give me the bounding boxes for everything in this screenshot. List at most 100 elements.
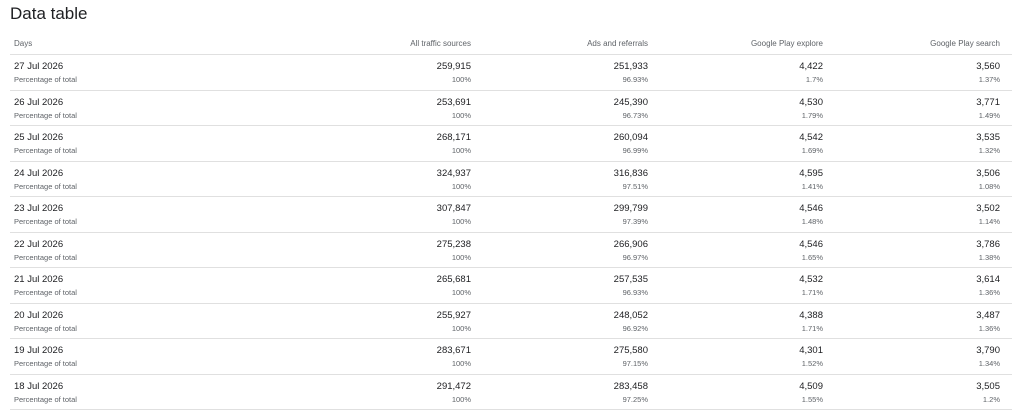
day: 26 Jul 2026 xyxy=(14,96,64,108)
value: 283,671 xyxy=(436,345,471,356)
day: 19 Jul 2026 xyxy=(14,345,64,356)
value: 3,506 xyxy=(976,167,1000,179)
percentage: 96.93% xyxy=(622,75,648,84)
value-cell: 4,546 1.65% xyxy=(654,233,829,268)
percentage: 97.25% xyxy=(622,394,648,404)
value-cell: 324,937 100% xyxy=(210,162,477,197)
value-cell: 4,301 1.52% xyxy=(654,339,829,374)
value: 248,052 xyxy=(613,309,648,321)
value: 255,927 xyxy=(436,309,471,321)
value: 4,532 xyxy=(799,274,823,285)
day-cell: 18 Jul 2026 Percentage of total xyxy=(10,375,210,410)
day: 18 Jul 2026 xyxy=(14,380,64,392)
value-cell: 253,691 100% xyxy=(210,91,477,126)
percentage: 1.55% xyxy=(801,394,823,404)
table-row: 25 Jul 2026 Percentage of total 268,171 100… xyxy=(10,126,1012,162)
sub-label: Percentage of total xyxy=(14,217,77,226)
value-cell: 268,171 100% xyxy=(210,126,477,161)
value-cell: 3,614 1.36% xyxy=(829,268,1006,303)
percentage: 96.97% xyxy=(622,252,648,262)
value-cell: 307,847 100% xyxy=(210,197,477,232)
day-cell: 27 Jul 2026 Percentage of total xyxy=(10,55,210,90)
value: 283,458 xyxy=(613,380,648,392)
value-cell: 275,238 100% xyxy=(210,233,477,268)
value: 316,836 xyxy=(613,167,648,179)
value-cell: 265,681 100% xyxy=(210,268,477,303)
value-cell: 3,535 1.32% xyxy=(829,126,1006,161)
table-header: Days All traffic sources Ads and referrals… xyxy=(10,32,1012,55)
percentage: 100% xyxy=(451,146,471,155)
value-cell: 275,580 97.15% xyxy=(477,339,654,374)
sub-label: Percentage of total xyxy=(14,75,77,84)
sub-label: Percentage of total xyxy=(14,359,77,368)
percentage: 1.48% xyxy=(801,217,823,226)
value: 3,560 xyxy=(976,61,1000,72)
value: 3,614 xyxy=(976,274,1000,285)
value-cell: 266,906 96.97% xyxy=(477,233,654,268)
sub-label: Percentage of total xyxy=(14,181,77,191)
percentage: 1.34% xyxy=(978,359,1000,368)
value: 4,422 xyxy=(799,61,823,72)
day-cell: 22 Jul 2026 Percentage of total xyxy=(10,233,210,268)
percentage: 1.79% xyxy=(801,110,823,120)
value: 257,535 xyxy=(613,274,648,285)
sub-label: Percentage of total xyxy=(14,394,77,404)
value: 245,390 xyxy=(613,96,648,108)
table-row: 26 Jul 2026 Percentage of total 253,691 100… xyxy=(10,91,1012,126)
table-row: 23 Jul 2026 Percentage of total 307,847 100… xyxy=(10,197,1012,233)
percentage: 96.93% xyxy=(622,288,648,297)
percentage: 1.08% xyxy=(978,181,1000,191)
percentage: 100% xyxy=(451,252,471,262)
value-cell: 255,927 100% xyxy=(210,304,477,339)
table-row: 19 Jul 2026 Percentage of total 283,671 100… xyxy=(10,339,1012,375)
value: 265,681 xyxy=(436,274,471,285)
value: 291,472 xyxy=(436,380,471,392)
day: 22 Jul 2026 xyxy=(14,238,64,250)
day: 24 Jul 2026 xyxy=(14,167,64,179)
day-cell: 21 Jul 2026 Percentage of total xyxy=(10,268,210,303)
value: 4,542 xyxy=(799,132,823,143)
percentage: 1.41% xyxy=(801,181,823,191)
percentage: 97.51% xyxy=(622,181,648,191)
day: 25 Jul 2026 xyxy=(14,132,64,143)
percentage: 1.49% xyxy=(978,110,1000,120)
value-cell: 3,505 1.2% xyxy=(829,375,1006,410)
value: 253,691 xyxy=(436,96,471,108)
value-cell: 4,388 1.71% xyxy=(654,304,829,339)
page-title: Data table xyxy=(10,4,88,23)
value: 299,799 xyxy=(613,203,648,214)
value-cell: 248,052 96.92% xyxy=(477,304,654,339)
value-cell: 3,487 1.36% xyxy=(829,304,1006,339)
value: 275,238 xyxy=(436,238,471,250)
value: 3,790 xyxy=(976,345,1000,356)
value-cell: 3,786 1.38% xyxy=(829,233,1006,268)
value-cell: 4,532 1.71% xyxy=(654,268,829,303)
value-cell: 251,933 96.93% xyxy=(477,55,654,90)
percentage: 96.92% xyxy=(622,323,648,333)
percentage: 100% xyxy=(451,288,471,297)
value: 266,906 xyxy=(613,238,648,250)
value-cell: 259,915 100% xyxy=(210,55,477,90)
column-header: Days xyxy=(14,38,33,48)
table-row: 18 Jul 2026 Percentage of total 291,472 100… xyxy=(10,375,1012,410)
value-cell: 3,502 1.14% xyxy=(829,197,1006,232)
value: 3,502 xyxy=(976,203,1000,214)
value-cell: 257,535 96.93% xyxy=(477,268,654,303)
table-row: 27 Jul 2026 Percentage of total 259,915 100… xyxy=(10,55,1012,91)
sub-label: Percentage of total xyxy=(14,252,77,262)
percentage: 1.36% xyxy=(978,323,1000,333)
value: 4,530 xyxy=(799,96,823,108)
percentage: 1.71% xyxy=(801,323,823,333)
value: 3,535 xyxy=(976,132,1000,143)
value: 4,509 xyxy=(799,380,823,392)
value-cell: 3,790 1.34% xyxy=(829,339,1006,374)
value: 4,546 xyxy=(799,203,823,214)
percentage: 1.69% xyxy=(801,146,823,155)
table-row: 24 Jul 2026 Percentage of total 324,937 100… xyxy=(10,162,1012,197)
value-cell: 291,472 100% xyxy=(210,375,477,410)
value: 3,771 xyxy=(976,96,1000,108)
percentage: 100% xyxy=(451,323,471,333)
value-cell: 245,390 96.73% xyxy=(477,91,654,126)
percentage: 1.32% xyxy=(978,146,1000,155)
